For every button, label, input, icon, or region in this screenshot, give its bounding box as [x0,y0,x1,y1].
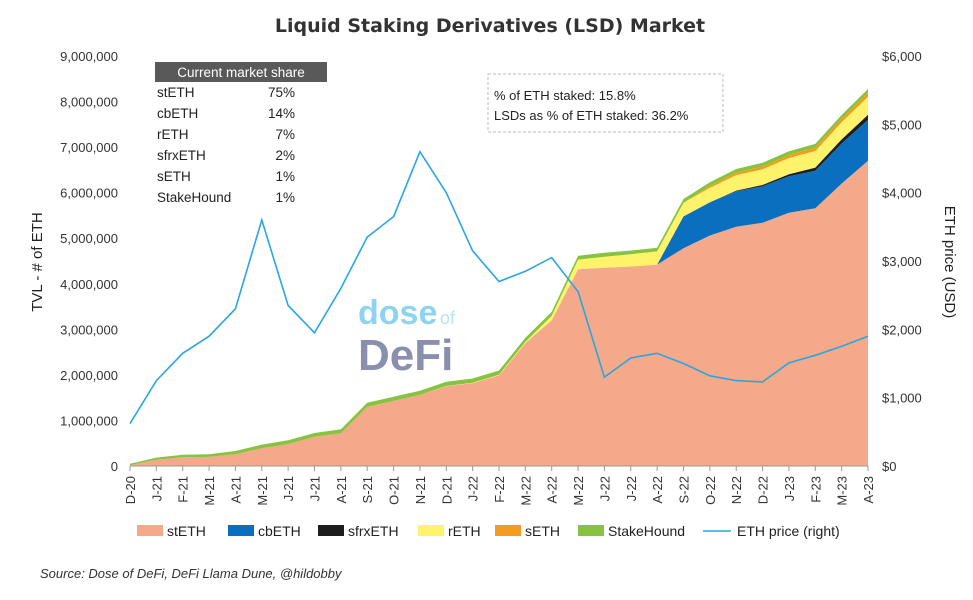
legend-label: sETH [525,523,560,539]
y-tick-label: 5,000,000 [60,231,118,246]
y-tick-label: 4,000,000 [60,277,118,292]
y-tick-label: 3,000,000 [60,322,118,337]
market-share-name: sfrxETH [157,148,206,163]
annotation-box [487,73,724,133]
y-tick-label: 9,000,000 [60,49,118,64]
x-tick-label: J-22 [624,476,639,501]
y2-tick-label: $0 [882,459,896,474]
market-share-value: 2% [275,148,295,163]
x-tick-label: D-22 [756,476,771,504]
x-tick-label: N-22 [729,476,744,504]
x-tick-label: M-23 [835,476,850,506]
y-tick-label: 7,000,000 [60,140,118,155]
legend-swatch [137,525,163,536]
legend-swatch [318,525,344,536]
x-tick-label: D-21 [439,476,454,504]
market-share-value: 75% [268,85,295,100]
x-tick-label: O-21 [387,476,402,505]
legend-swatch [418,525,444,536]
watermark-defi: DeFi [358,331,453,380]
y2-tick-label: $1,000 [882,391,922,406]
market-share-header-bg [155,62,327,82]
market-share-rows: stETH 75% cbETH 14% rETH 7% sfrxETH 2% sETH 1% Sta… [157,85,295,205]
legend-label: sfrxETH [348,523,399,539]
legend-label: cbETH [258,523,301,539]
x-tick-label: M-21 [202,476,217,506]
x-tick-label: M-22 [518,476,533,506]
eth-price-series [129,149,869,425]
y2-tick-label: $6,000 [882,49,922,64]
x-tick-label: J-21 [308,476,323,501]
axes: 0 1,000,000 2,000,000 3,000,000 4,000,000 5,0… [60,49,922,506]
y-tick-label: 2,000,000 [60,368,118,383]
stacked-area-series [130,89,868,467]
x-tick-label: A-21 [228,476,243,503]
x-tick-label: J-22 [466,476,481,501]
market-share-name: sETH [157,169,191,184]
market-share-name: stETH [157,85,195,100]
annotation-line-2: LSDs as % of ETH staked: 36.2% [494,108,689,123]
x-tick-label: A-22 [650,476,665,503]
x-tick-label: F-21 [176,476,191,503]
x-tick-label: S-21 [360,476,375,503]
y-tick-label: 6,000,000 [60,186,118,201]
market-share-value: 14% [268,106,295,121]
y2-tick-label: $3,000 [882,254,922,269]
y-axis-label: TVL - # of ETH [29,212,46,311]
legend-label: StakeHound [608,523,685,539]
x-tick-label: O-22 [703,476,718,505]
x-tick-label: N-21 [413,476,428,504]
x-tick-label: J-21 [149,476,164,501]
source-note: Source: Dose of DeFi, DeFi Llama Dune, @… [40,566,343,581]
y2-axis-label: ETH price (USD) [941,206,958,319]
legend: stETH cbETH sfrxETH rETH sETH StakeHound ETH p… [137,523,840,539]
y-tick-label: 1,000,000 [60,413,118,428]
chart-title: Liquid Staking Derivatives (LSD) Market [275,15,705,37]
x-tick-label: A-23 [861,476,876,503]
market-share-value: 1% [275,169,295,184]
x-tick-label: F-22 [492,476,507,503]
market-share-header: Current market share [177,65,305,80]
annotation-line-1: % of ETH staked: 15.8% [494,88,636,103]
y-tick-label: 8,000,000 [60,95,118,110]
y2-tick-label: $2,000 [882,322,922,337]
watermark-dose: dose [358,294,437,332]
x-tick-label: J-23 [782,476,797,501]
line-eth-price [129,149,869,425]
market-share-value: 1% [275,190,295,205]
x-tick-label: S-22 [677,476,692,503]
x-tick-label: J-21 [281,476,296,501]
staking-annotation: % of ETH staked: 15.8% LSDs as % of ETH … [487,73,724,133]
market-share-name: StakeHound [157,190,231,205]
y2-tick-label: $5,000 [882,117,922,132]
x-tick-label: A-21 [334,476,349,503]
market-share-value: 7% [275,127,295,142]
x-tick-label: J-22 [597,476,612,501]
legend-label: ETH price (right) [737,523,840,539]
x-tick-label: A-22 [545,476,560,503]
x-tick-label: M-22 [571,476,586,506]
legend-swatch [228,525,254,536]
y2-tick-label: $4,000 [882,186,922,201]
market-share-table: Current market share stETH 75% cbETH 14% rET… [155,62,327,205]
legend-label: stETH [167,523,206,539]
legend-swatch [495,525,521,536]
market-share-name: cbETH [157,106,198,121]
x-tick-label: M-21 [255,476,270,506]
watermark-of: of [440,308,456,328]
x-tick-label: D-20 [123,476,138,504]
legend-swatch [578,525,604,536]
area-steth [130,160,868,467]
y-tick-label: 0 [111,459,118,474]
market-share-name: rETH [157,127,189,142]
watermark: dose of DeFi [358,294,456,380]
legend-label: rETH [448,523,481,539]
x-tick-label: F-23 [808,476,823,503]
